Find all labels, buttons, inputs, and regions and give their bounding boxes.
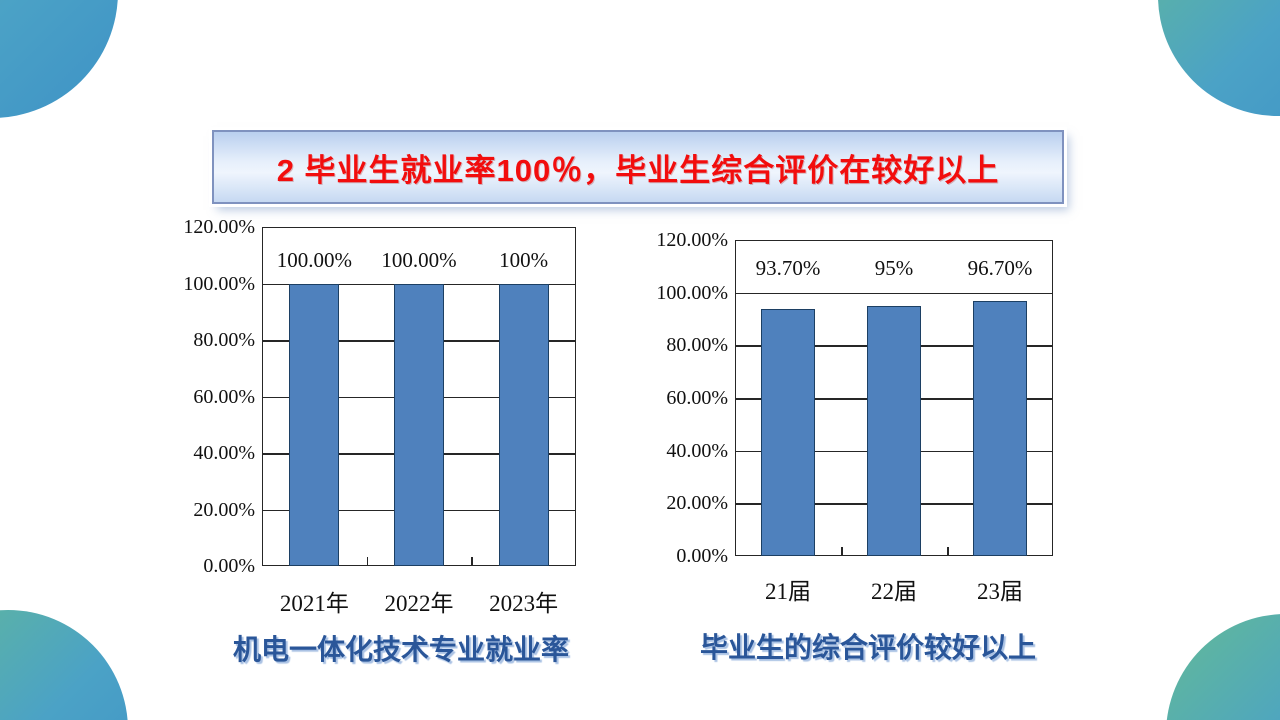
bar-data-label: 96.70% <box>967 256 1033 280</box>
x-axis-category-label: 2021年 <box>279 591 349 616</box>
x-axis-tick-mark <box>471 557 473 566</box>
y-axis-tick-label: 80.00% <box>666 334 728 357</box>
x-axis-tick-mark <box>841 547 843 556</box>
y-axis-tick-label: 40.00% <box>666 439 728 462</box>
chart-bar <box>498 283 549 566</box>
x-axis-category-label: 2023年 <box>489 591 559 616</box>
bar-data-label: 93.70% <box>755 256 821 280</box>
y-axis-tick-label: 120.00% <box>183 216 255 238</box>
bar-data-label: 100.00% <box>276 248 352 272</box>
y-axis-tick-label: 0.00% <box>676 545 728 567</box>
corner-circle-bottom-left-decoration <box>0 610 128 720</box>
chart-bar <box>761 309 815 556</box>
chart-bar <box>973 301 1027 556</box>
chart-bar <box>867 305 921 556</box>
chart-caption-employment-rate: 机电一体化技术专业就业率 <box>232 634 569 665</box>
x-axis-category-label: 2022年 <box>384 591 454 616</box>
y-axis-tick-label: 120.00% <box>656 229 728 251</box>
bar-data-label: 95% <box>874 256 914 280</box>
y-axis-tick-label: 20.00% <box>666 492 728 515</box>
chart-bar <box>394 283 444 566</box>
slide-title-text: 2 毕业生就业率100％，毕业生综合评价在较好以上 <box>276 152 1000 188</box>
y-axis-tick-label: 100.00% <box>656 281 728 304</box>
y-axis-tick-label: 80.00% <box>193 329 255 351</box>
x-axis-tick-mark <box>366 557 369 566</box>
y-axis-tick-label: 40.00% <box>193 442 255 464</box>
chart-bar <box>289 283 340 566</box>
x-axis-tick-mark <box>947 547 949 556</box>
slide-title-banner: 2 毕业生就业率100％，毕业生综合评价在较好以上 <box>212 130 1064 204</box>
bar-data-label: 100.00% <box>381 248 457 272</box>
corner-circle-top-left-decoration <box>0 0 118 118</box>
corner-circle-bottom-right-decoration <box>1166 614 1280 720</box>
chart-caption-comprehensive-evaluation: 毕业生的综合评价较好以上 <box>699 632 1036 663</box>
x-axis-category-label: 23届 <box>977 579 1023 604</box>
y-axis-tick-label: 60.00% <box>666 387 728 409</box>
x-axis-category-label: 21届 <box>765 579 811 604</box>
corner-circle-top-right-decoration <box>1158 0 1280 116</box>
y-axis-tick-label: 100.00% <box>183 272 255 295</box>
x-axis-category-label: 22届 <box>871 579 917 604</box>
y-gridline <box>735 292 1053 295</box>
y-axis-tick-label: 60.00% <box>193 385 255 408</box>
y-axis-tick-label: 0.00% <box>203 555 255 577</box>
y-axis-tick-label: 20.00% <box>193 498 255 521</box>
bar-data-label: 100% <box>499 248 549 272</box>
